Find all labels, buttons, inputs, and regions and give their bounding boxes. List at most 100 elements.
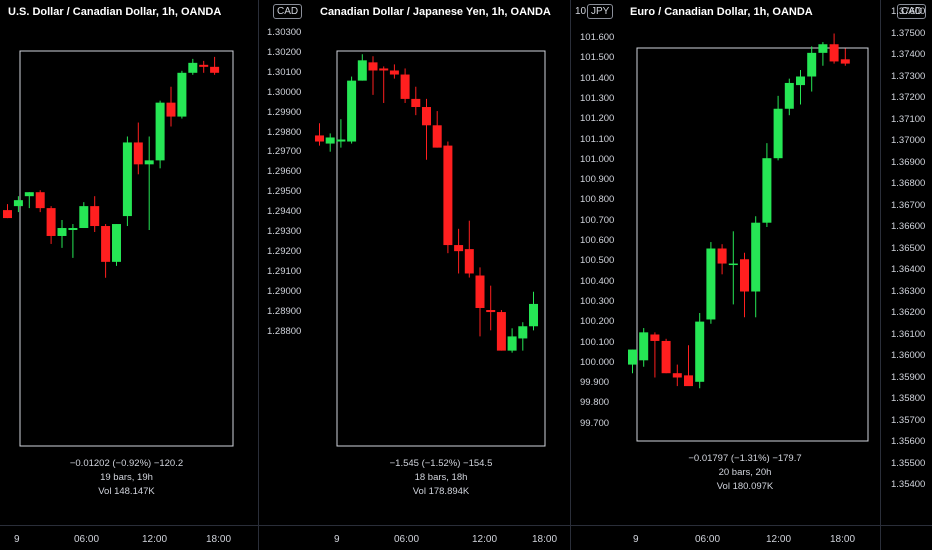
usdcad-currency-badge[interactable]: CAD [273, 4, 303, 19]
candle[interactable] [199, 60, 209, 73]
candle[interactable] [628, 349, 637, 374]
x-tick-label: 12:00 [142, 534, 168, 545]
cadjpy-price-scale[interactable]: 10 JPY 101.600 101.500 101.400 101.300 101.2… [570, 0, 623, 550]
chart-panel-cadjpy[interactable]: Canadian Dollar / Japanese Yen, 1h, OAND… [312, 0, 570, 550]
y-tick-label: 1.36300 [891, 285, 926, 297]
candle[interactable] [46, 206, 56, 244]
candle[interactable] [829, 33, 839, 64]
candle[interactable] [177, 70, 187, 119]
candle[interactable] [740, 252, 749, 318]
chart-panel-usdcad[interactable]: U.S. Dollar / Canadian Dollar, 1h, OANDA… [0, 0, 258, 550]
y-tick-label: 1.30000 [267, 86, 302, 98]
candle[interactable] [762, 143, 772, 227]
candle[interactable] [389, 64, 399, 79]
y-tick-label: 100.100 [580, 336, 615, 348]
measure-box[interactable] [336, 50, 546, 447]
measure-box[interactable] [636, 47, 869, 442]
candle[interactable] [454, 228, 464, 274]
x-tick-label: 12:00 [766, 534, 792, 545]
eurcad-currency-badge[interactable]: CAD [897, 4, 927, 19]
candle[interactable] [79, 202, 89, 229]
candle[interactable] [464, 220, 474, 278]
measure-box[interactable] [19, 50, 234, 447]
candle[interactable] [650, 332, 660, 378]
candle[interactable] [443, 141, 453, 254]
y-tick-label: 1.30300 [267, 27, 302, 38]
candle[interactable] [717, 244, 727, 275]
candle[interactable] [672, 364, 682, 387]
candle[interactable] [347, 76, 357, 144]
candle[interactable] [315, 123, 324, 146]
candle[interactable] [122, 136, 132, 227]
candle[interactable] [166, 86, 176, 127]
candle[interactable] [35, 190, 45, 213]
candle[interactable] [24, 192, 34, 209]
candle[interactable] [773, 95, 783, 161]
candle[interactable] [13, 196, 23, 213]
candle[interactable] [155, 100, 165, 169]
candle-body [347, 80, 357, 142]
usdcad-measure-bars: 19 bars, 19h [100, 472, 153, 483]
candle[interactable] [728, 231, 738, 305]
candle[interactable] [379, 66, 389, 103]
eurcad-price-scale[interactable]: CAD 1.37600 1.37500 1.37400 1.37300 1.37200 1… [880, 0, 932, 550]
candle[interactable] [818, 42, 828, 66]
candle[interactable] [133, 122, 143, 175]
candle-body [518, 326, 528, 339]
candle[interactable] [68, 224, 78, 258]
eurcad-measure-info: −0.01797 (−1.31%) −179.7 20 bars, 20h Vo… [637, 452, 853, 494]
cadjpy-plot[interactable] [312, 0, 570, 550]
candle[interactable] [784, 78, 794, 116]
candle[interactable] [336, 119, 346, 148]
candle[interactable] [496, 310, 506, 351]
candle[interactable] [432, 111, 442, 148]
candle[interactable] [411, 86, 421, 116]
candle[interactable] [475, 267, 485, 337]
candle-body [762, 158, 772, 223]
y-tick-label: 1.36100 [891, 328, 926, 340]
y-tick-label: 1.37400 [891, 49, 926, 60]
candle[interactable] [101, 224, 111, 278]
candle[interactable] [90, 196, 100, 232]
candle[interactable] [210, 56, 220, 75]
candle[interactable] [400, 68, 410, 103]
y-tick-label: 1.29000 [267, 285, 302, 297]
eurcad-plot[interactable] [622, 0, 880, 550]
candle-body [188, 62, 198, 73]
cadjpy-measure-vol: Vol 178.894K [412, 486, 470, 497]
candle[interactable] [57, 220, 67, 248]
candle[interactable] [840, 48, 850, 66]
candle-body [411, 98, 421, 108]
candle[interactable] [751, 216, 761, 318]
candle[interactable] [684, 345, 693, 387]
cadjpy-currency-badge[interactable]: JPY [587, 4, 614, 19]
candle[interactable] [422, 98, 431, 160]
usdcad-price-scale[interactable]: CAD 1.30300 1.30200 1.30100 1.30000 1.29900 1… [258, 0, 313, 550]
candle-body [90, 206, 100, 227]
candle-body [46, 208, 56, 236]
chart-panel-eurcad[interactable]: Euro / Canadian Dollar, 1h, OANDA −0.017… [622, 0, 880, 550]
candle[interactable] [357, 54, 367, 81]
candle[interactable] [695, 313, 705, 389]
candle[interactable] [518, 322, 528, 351]
y-tick-label: 1.35800 [891, 393, 926, 404]
candle[interactable] [144, 136, 154, 231]
candle[interactable] [507, 328, 517, 353]
candle[interactable] [639, 328, 649, 367]
usdcad-plot[interactable] [0, 0, 258, 550]
y-tick-label: 100.600 [580, 235, 615, 246]
candle[interactable] [706, 242, 716, 324]
candle[interactable] [325, 133, 335, 152]
y-tick-label: 101.200 [580, 113, 615, 125]
candle[interactable] [796, 70, 805, 105]
candle[interactable] [807, 46, 817, 92]
candle[interactable] [529, 291, 538, 331]
candle[interactable] [3, 204, 12, 219]
candle[interactable] [486, 285, 496, 331]
candle[interactable] [188, 58, 198, 75]
y-tick-label: 101.300 [580, 92, 615, 104]
candle[interactable] [661, 338, 671, 374]
cadjpy-title: Canadian Dollar / Japanese Yen, 1h, OAND… [320, 6, 551, 18]
candle[interactable] [368, 56, 378, 95]
candle[interactable] [112, 224, 121, 266]
